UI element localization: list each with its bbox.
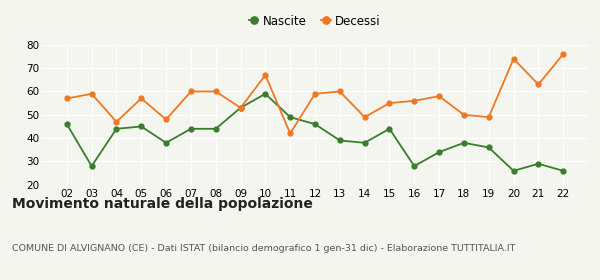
Nascite [287, 115, 294, 119]
Nascite [311, 122, 319, 126]
Decessi [535, 83, 542, 86]
Nascite [212, 127, 220, 130]
Nascite [336, 139, 343, 142]
Decessi [163, 118, 170, 121]
Nascite [361, 141, 368, 144]
Decessi [361, 115, 368, 119]
Text: COMUNE DI ALVIGNANO (CE) - Dati ISTAT (bilancio demografico 1 gen-31 dic) - Elab: COMUNE DI ALVIGNANO (CE) - Dati ISTAT (b… [12, 244, 515, 253]
Nascite [386, 127, 393, 130]
Decessi [187, 90, 194, 93]
Nascite [436, 150, 443, 154]
Nascite [137, 125, 145, 128]
Decessi [113, 120, 120, 123]
Decessi [88, 92, 95, 95]
Decessi [237, 106, 244, 109]
Nascite [535, 162, 542, 165]
Text: Movimento naturale della popolazione: Movimento naturale della popolazione [12, 197, 313, 211]
Decessi [560, 52, 567, 56]
Decessi [336, 90, 343, 93]
Decessi [63, 97, 70, 100]
Nascite [410, 164, 418, 168]
Nascite [113, 127, 120, 130]
Line: Decessi: Decessi [64, 52, 566, 136]
Nascite [510, 169, 517, 172]
Line: Nascite: Nascite [64, 91, 566, 173]
Nascite [237, 106, 244, 109]
Nascite [88, 164, 95, 168]
Nascite [460, 141, 467, 144]
Decessi [262, 73, 269, 77]
Nascite [560, 169, 567, 172]
Nascite [163, 141, 170, 144]
Decessi [287, 132, 294, 135]
Nascite [262, 92, 269, 95]
Decessi [436, 94, 443, 98]
Decessi [212, 90, 220, 93]
Nascite [485, 146, 493, 149]
Decessi [137, 97, 145, 100]
Decessi [485, 115, 493, 119]
Nascite [187, 127, 194, 130]
Decessi [460, 113, 467, 116]
Decessi [311, 92, 319, 95]
Legend: Nascite, Decessi: Nascite, Decessi [249, 15, 381, 28]
Decessi [410, 99, 418, 102]
Nascite [63, 122, 70, 126]
Decessi [386, 101, 393, 105]
Decessi [510, 57, 517, 60]
